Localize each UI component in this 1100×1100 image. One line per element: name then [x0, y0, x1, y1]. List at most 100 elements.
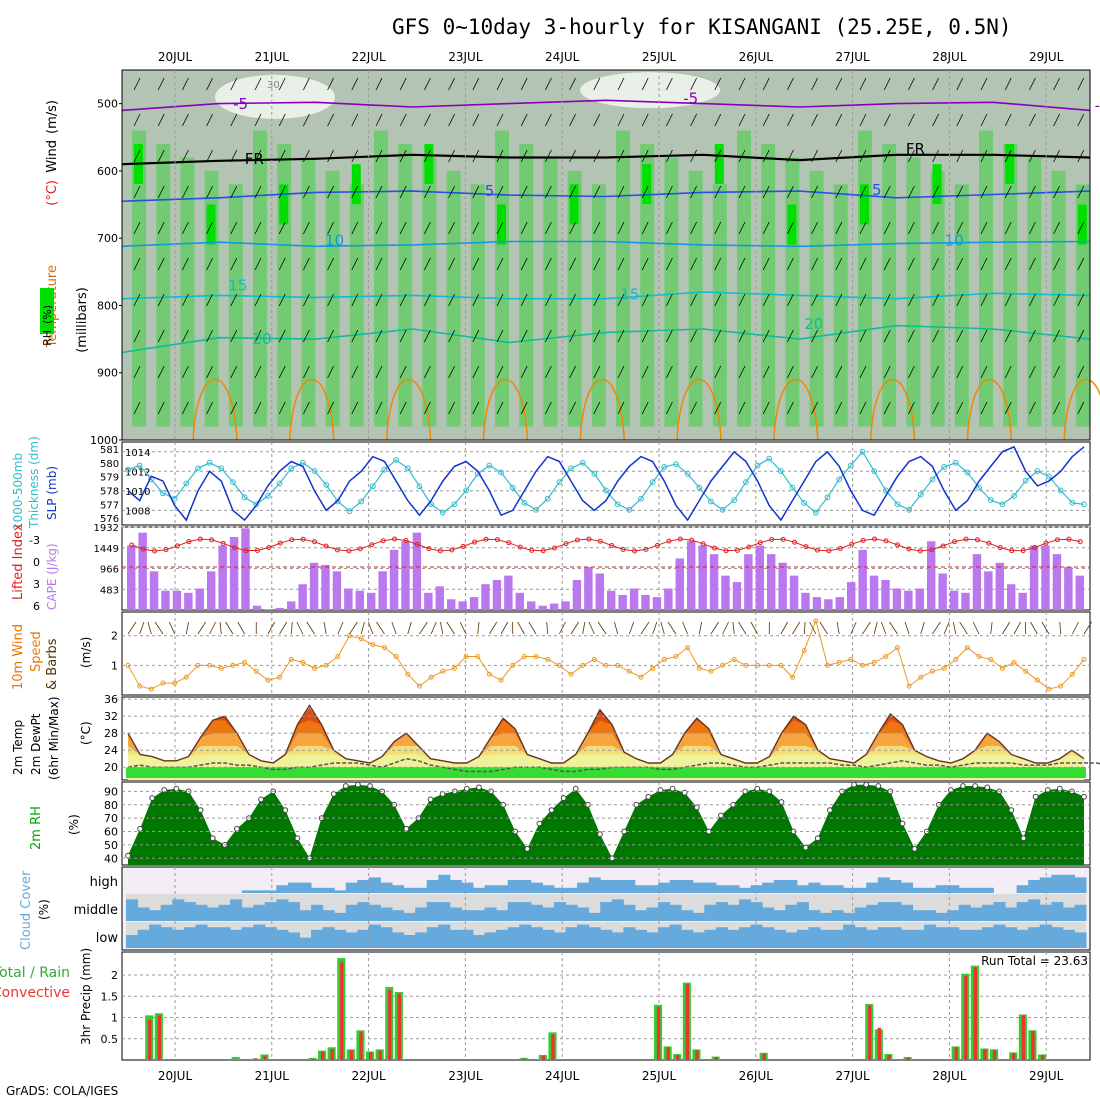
- thickness-point: [591, 470, 598, 477]
- cloud-bar-high: [808, 882, 821, 893]
- thickness-point: [498, 469, 504, 476]
- cape-bar: [687, 541, 696, 610]
- wind-barb: [787, 149, 794, 163]
- contour-label: 5: [872, 181, 882, 199]
- wind-barb: [908, 293, 915, 307]
- ylabel-wind: Wind: [45, 140, 60, 173]
- date-label-bottom: 21JUL: [255, 1069, 290, 1083]
- cloud-bar-middle: [1005, 907, 1018, 921]
- precip-conv-bar: [762, 1053, 766, 1060]
- contour-label: 5: [485, 182, 495, 200]
- ylabel-thickness-unit: Thickness (dm): [27, 436, 41, 529]
- rh-plume: [591, 184, 606, 427]
- wind-10m-panel: 2 1 10m Wind Speed & Barbs (m/s): [11, 611, 1092, 696]
- wind-barb-10m: [750, 621, 758, 635]
- wind-barb-10m: [792, 621, 801, 635]
- precip-conv-bar: [973, 967, 978, 1060]
- wind-speed-point: [183, 674, 189, 680]
- rh-tick: 50: [104, 839, 118, 852]
- wind-speed-point: [498, 677, 504, 683]
- temp-tick: 28: [104, 727, 118, 740]
- precip-tick: 1.5: [101, 990, 119, 1003]
- wind-barb: [448, 185, 455, 199]
- isotherm-15: [121, 291, 1091, 300]
- wind-barb: [569, 221, 576, 235]
- cloud-bar-middle: [970, 907, 983, 921]
- cape-bar: [332, 571, 342, 610]
- thickness-point: [404, 465, 411, 472]
- cape-bar: [1018, 592, 1027, 610]
- wind-barb: [956, 77, 964, 91]
- wind-barb: [496, 77, 504, 91]
- wind-barb: [617, 149, 625, 163]
- wind-speed-point: [801, 648, 807, 654]
- cape-bar: [321, 564, 330, 610]
- li-point: [140, 546, 146, 552]
- precip-conv-bar: [954, 1047, 958, 1060]
- cloud-bar-low: [1062, 929, 1075, 948]
- wind-barb: [351, 221, 359, 235]
- wind-barb-10m: [139, 621, 145, 635]
- wind-barb: [399, 401, 407, 415]
- wind-barb-10m: [1041, 621, 1050, 635]
- wind-barb: [230, 293, 238, 307]
- wind-barb: [569, 257, 576, 271]
- date-label-top: 22JUL: [351, 50, 386, 64]
- rh-moist-cell: [932, 164, 942, 205]
- chart-title: GFS 0~10day 3-hourly for KISANGANI (25.2…: [392, 15, 1012, 39]
- rh-point: [536, 820, 543, 827]
- cloud-bar-high: [426, 880, 439, 893]
- wind-barb: [254, 149, 262, 163]
- cloud-bar-low: [299, 937, 312, 948]
- date-axis-top: 20JUL 21JUL 22JUL 23JUL 24JUL 25JUL 26JUL 27JUL…: [158, 50, 1064, 64]
- wind-barb: [859, 77, 867, 91]
- slp-frame: [121, 441, 1091, 526]
- rh-tick: 90: [104, 785, 118, 798]
- wind-barb: [254, 221, 262, 235]
- cloud-bar-low: [403, 935, 416, 948]
- precip-conv-bar: [349, 1050, 354, 1060]
- wind-barb: [617, 185, 625, 199]
- rh-dry-zone: [580, 72, 720, 109]
- cape-bar: [675, 558, 684, 610]
- thickness-point: [952, 459, 959, 466]
- wind-speed-point: [906, 683, 912, 689]
- cape-bar: [264, 609, 273, 610]
- cape-bar: [847, 582, 856, 610]
- cloud-label-low: low: [96, 931, 119, 946]
- li-point: [917, 548, 923, 554]
- cape-bar: [1064, 567, 1073, 610]
- cape-bar: [481, 584, 490, 610]
- date-label-bottom: 29JUL: [1029, 1069, 1064, 1083]
- wind-barb-10m: [559, 621, 566, 635]
- wind-speed-point: [976, 653, 982, 659]
- wind-barb-10m: [517, 621, 525, 635]
- wind-barb: [1077, 293, 1085, 307]
- wind-barb: [157, 401, 165, 415]
- li-point: [254, 548, 260, 554]
- li-point: [757, 540, 763, 546]
- wind-speed-point: [335, 653, 341, 659]
- wind-barb: [980, 185, 988, 199]
- wind-barb: [375, 149, 383, 163]
- li-point: [300, 536, 306, 542]
- wind-barb: [956, 185, 964, 199]
- cloud-bar-low: [368, 924, 381, 948]
- cloud-bar-low: [704, 929, 717, 948]
- li-point: [266, 544, 272, 550]
- cloud-bar-high: [472, 887, 486, 893]
- wind-barb-10m: [682, 621, 688, 635]
- wind-barb-10m: [873, 621, 878, 635]
- wind-barb: [545, 293, 552, 307]
- wind-barb: [351, 401, 359, 415]
- wind-barb: [157, 365, 165, 379]
- cloud-bar-middle: [993, 902, 1006, 921]
- rh-legend-swatch: [40, 288, 54, 334]
- wind-barb: [254, 257, 262, 271]
- wind-barb: [932, 221, 939, 235]
- isotherm-FR: [121, 153, 1091, 166]
- cloud-bar-middle: [149, 910, 162, 921]
- cape-bar: [949, 590, 959, 610]
- cloud-bar-low: [750, 924, 763, 948]
